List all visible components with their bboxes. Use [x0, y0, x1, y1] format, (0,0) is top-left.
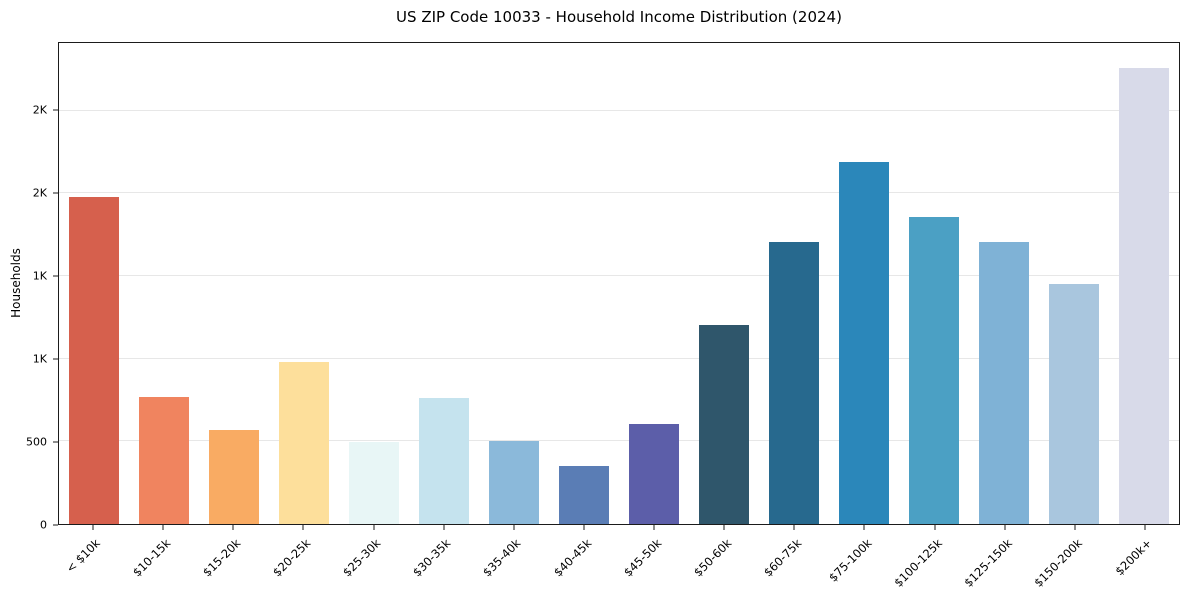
bar — [1048, 284, 1100, 524]
bar — [348, 442, 400, 524]
x-tick-mark — [513, 525, 515, 530]
x-tick-label: $200k+ — [1112, 536, 1155, 579]
y-axis-ticks: 0 500 1K 1K 2K 2K — [0, 42, 58, 532]
bar — [978, 242, 1030, 524]
x-tick-mark — [443, 525, 445, 530]
x-tick-label: $100-125k — [890, 536, 945, 590]
bar — [698, 324, 750, 524]
gridline — [59, 275, 1179, 277]
x-tick-mark — [92, 525, 94, 530]
x-tick-mark — [934, 525, 936, 530]
x-tick-mark — [1144, 525, 1146, 530]
x-tick-mark — [863, 525, 865, 530]
x-tick-label: $40-45k — [550, 536, 594, 580]
x-tick-label: < $10k — [63, 536, 103, 576]
x-tick-label: $30-35k — [410, 536, 454, 580]
bar-slot — [969, 43, 1039, 524]
bar-slot — [829, 43, 899, 524]
gridline — [59, 357, 1179, 359]
x-tick-label: $10-15k — [129, 536, 174, 580]
bar-slot — [549, 43, 619, 524]
bar — [908, 216, 960, 524]
bar — [558, 466, 610, 524]
bar — [488, 441, 540, 524]
x-tick-label: $125-150k — [960, 536, 1015, 590]
bars-container — [59, 43, 1179, 524]
x-tick-label: $60-75k — [760, 536, 805, 580]
x-tick-mark — [1074, 525, 1076, 530]
x-axis-ticks: < $10k $10-15k $15-20k $20-25k $25-30k $30-35… — [58, 525, 1180, 590]
bar-slot — [759, 43, 829, 524]
y-tick-mark — [53, 192, 58, 194]
gridline — [59, 192, 1179, 194]
x-tick-mark — [162, 525, 164, 530]
y-tick-label: 500 — [26, 435, 47, 449]
y-tick-label: 2K — [32, 103, 47, 117]
x-tick-label: $150-200k — [1030, 536, 1085, 590]
bar — [138, 396, 190, 524]
y-tick-mark — [53, 441, 58, 443]
bar — [278, 362, 330, 524]
x-tick-label: $15-20k — [199, 536, 244, 580]
bar-slot — [1109, 43, 1179, 524]
bar-slot — [59, 43, 129, 524]
bar — [68, 196, 120, 524]
bar-slot — [129, 43, 199, 524]
bar-slot — [619, 43, 689, 524]
bar-slot — [199, 43, 269, 524]
chart-title: US ZIP Code 10033 - Household Income Dis… — [396, 8, 842, 26]
bar — [768, 242, 820, 524]
bar — [418, 398, 470, 524]
x-tick-label: $50-60k — [690, 536, 735, 580]
bar — [1118, 67, 1170, 524]
y-tick-mark — [53, 524, 58, 526]
y-tick-label: 1K — [32, 269, 47, 283]
y-tick-label: 1K — [32, 352, 47, 366]
bar-slot — [479, 43, 549, 524]
bar — [838, 162, 890, 524]
x-tick-label: $75-100k — [825, 536, 875, 585]
x-tick-label: $25-30k — [340, 536, 384, 580]
y-tick-label: 0 — [40, 518, 47, 532]
bar — [628, 424, 680, 524]
y-tick-mark — [53, 109, 58, 111]
x-tick-mark — [232, 525, 234, 530]
x-tick-mark — [653, 525, 655, 530]
x-tick-mark — [373, 525, 375, 530]
y-tick-mark — [53, 358, 58, 360]
gridline — [59, 109, 1179, 111]
x-tick-mark — [723, 525, 725, 530]
bar-slot — [899, 43, 969, 524]
bar-slot — [339, 43, 409, 524]
x-tick-label: $35-40k — [480, 536, 524, 580]
x-tick-mark — [1004, 525, 1006, 530]
y-tick-label: 2K — [32, 186, 47, 200]
x-tick-mark — [793, 525, 795, 530]
bar-slot — [689, 43, 759, 524]
x-tick-mark — [583, 525, 585, 530]
bar — [208, 429, 260, 524]
y-tick-mark — [53, 275, 58, 277]
plot-area — [58, 42, 1180, 525]
bar-slot — [269, 43, 339, 524]
x-tick-mark — [302, 525, 304, 530]
bar-slot — [1039, 43, 1109, 524]
x-tick-label: $45-50k — [620, 536, 664, 580]
bar-slot — [409, 43, 479, 524]
gridline — [59, 440, 1179, 442]
x-tick-label: $20-25k — [269, 536, 314, 580]
